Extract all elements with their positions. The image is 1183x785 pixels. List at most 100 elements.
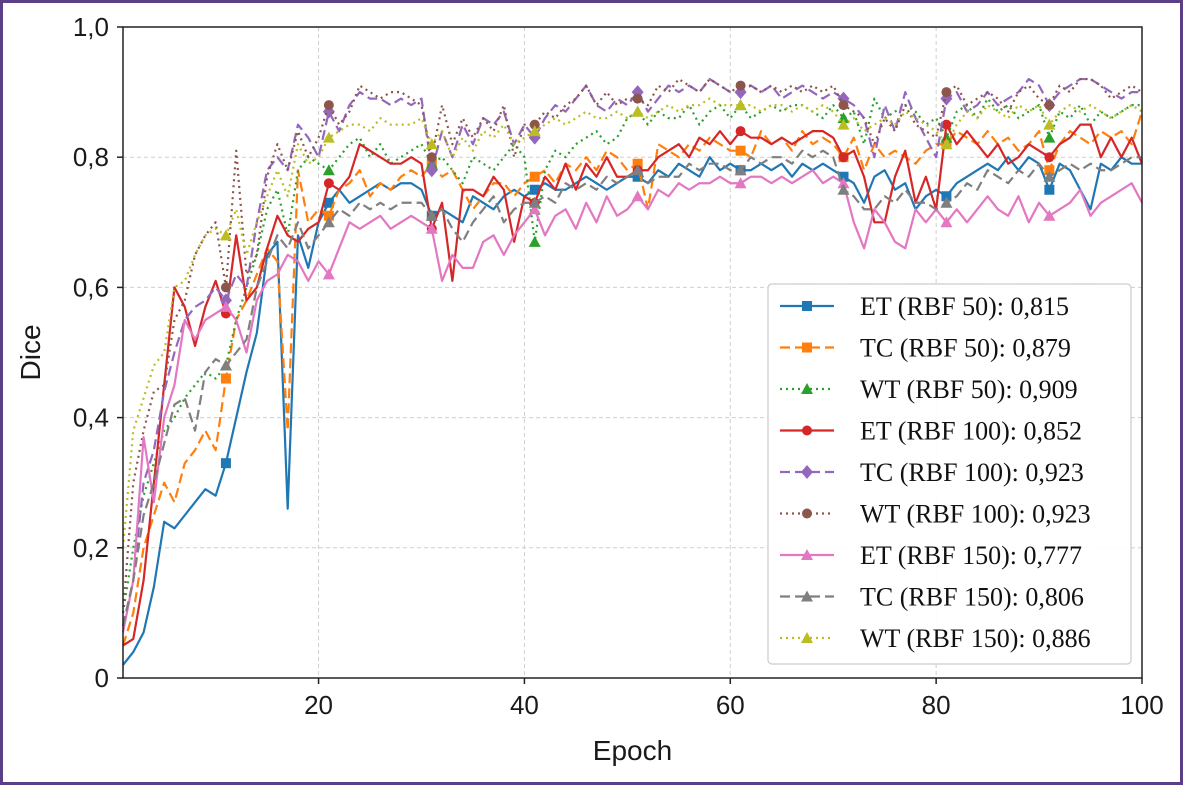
y-tick-label: 0 — [95, 663, 109, 693]
data-point-marker — [941, 191, 952, 202]
data-point-marker — [528, 235, 541, 247]
data-point-marker — [734, 164, 747, 176]
data-point-marker — [1043, 209, 1056, 221]
legend-label: TC (RBF 100): 0,923 — [860, 458, 1084, 487]
data-point-marker — [528, 203, 541, 215]
data-point-marker — [219, 300, 232, 312]
data-point-marker — [838, 171, 849, 182]
data-point-marker — [631, 164, 644, 176]
legend-marker — [802, 301, 812, 311]
legend-item: TC (RBF 50): 0,879 — [780, 334, 1071, 363]
data-point-marker — [426, 152, 437, 163]
data-point-marker — [1043, 170, 1056, 182]
data-point-marker — [734, 177, 747, 189]
series-5 — [121, 77, 1143, 613]
data-point-marker — [220, 282, 231, 293]
series-7 — [121, 149, 1142, 627]
legend-item: ET (RBF 100): 0,852 — [780, 417, 1082, 446]
data-point-marker — [1044, 152, 1055, 163]
series-line — [121, 149, 1142, 627]
legend-label: TC (RBF 50): 0,879 — [860, 334, 1071, 363]
data-point-marker — [323, 210, 334, 221]
data-point-marker — [1043, 131, 1056, 143]
series-6 — [121, 169, 1143, 633]
legend-label: WT (RBF 100): 0,923 — [860, 500, 1091, 529]
data-point-marker — [837, 177, 850, 189]
x-tick-label: 100 — [1120, 690, 1163, 720]
data-point-marker — [1043, 118, 1056, 130]
data-point-marker — [322, 131, 335, 143]
data-point-marker — [425, 138, 438, 150]
legend-label: WT (RBF 50): 0,909 — [860, 375, 1078, 404]
y-tick-label: 0,6 — [73, 272, 109, 302]
legend-label: WT (RBF 150): 0,886 — [860, 624, 1091, 653]
y-tick-label: 0,8 — [73, 142, 109, 172]
legend-marker — [801, 590, 813, 602]
data-point-marker — [323, 178, 334, 189]
series-line — [121, 169, 1143, 633]
data-point-marker — [219, 229, 232, 241]
data-point-marker — [1044, 165, 1055, 176]
legend-item: ET (RBF 150): 0,777 — [780, 541, 1082, 570]
dice-epoch-line-chart: 20 40 60 80 100 00,20,40,60,81,0 Epoch Dice … — [15, 12, 1164, 766]
x-tick-label: 80 — [922, 690, 951, 720]
legend-marker — [801, 632, 813, 643]
legend-label: TC (RBF 150): 0,806 — [860, 583, 1084, 612]
data-point-marker — [220, 458, 231, 469]
data-point-marker — [425, 163, 438, 178]
legend-item: WT (RBF 100): 0,923 — [780, 500, 1091, 529]
data-point-marker — [632, 93, 643, 104]
data-point-marker — [528, 196, 541, 208]
data-point-marker — [322, 216, 335, 228]
data-point-marker — [425, 209, 438, 221]
data-point-marker — [734, 99, 747, 111]
series-line — [121, 111, 1144, 646]
legend-item: ET (RBF 50): 0,815 — [780, 292, 1069, 321]
data-point-marker — [1044, 184, 1055, 195]
data-point-marker — [838, 100, 849, 111]
data-point-marker — [425, 222, 438, 234]
data-point-marker — [632, 171, 643, 182]
data-point-marker — [529, 171, 540, 182]
series-8 — [121, 97, 1143, 548]
x-axis-title: Epoch — [593, 735, 672, 766]
legend-box — [767, 283, 1132, 665]
x-tick-label: 20 — [304, 690, 333, 720]
data-point-marker — [632, 158, 643, 169]
data-point-marker — [528, 125, 541, 137]
data-point-marker — [322, 268, 335, 280]
legend-item: TC (RBF 100): 0,923 — [780, 458, 1084, 487]
data-point-marker — [941, 119, 952, 130]
data-point-marker — [631, 105, 644, 117]
data-point-marker — [940, 196, 953, 208]
data-point-marker — [220, 373, 231, 384]
x-tick-label: 40 — [510, 690, 539, 720]
data-point-marker — [529, 184, 540, 195]
legend-marker — [801, 549, 813, 560]
data-point-marker — [631, 190, 644, 202]
legend-item: TC (RBF 150): 0,806 — [780, 583, 1084, 612]
y-tick-label: 0,4 — [73, 403, 109, 433]
y-tick-label: 0,2 — [73, 533, 109, 563]
data-point-marker — [735, 126, 746, 137]
data-point-marker — [529, 119, 540, 130]
series-line — [121, 97, 1143, 548]
data-point-marker — [940, 216, 953, 228]
data-point-marker — [940, 138, 953, 150]
legend-marker — [801, 383, 813, 394]
legend-label: ET (RBF 50): 0,815 — [860, 292, 1069, 321]
legend-label: ET (RBF 150): 0,777 — [860, 541, 1082, 570]
legend-label: ET (RBF 100): 0,852 — [860, 417, 1082, 446]
data-point-marker — [219, 293, 232, 308]
legend-marker — [801, 465, 813, 479]
data-point-marker — [323, 197, 334, 208]
legend: ET (RBF 50): 0,815 TC (RBF 50): 0,879 WT (… — [767, 283, 1132, 665]
legend-marker — [802, 508, 812, 519]
series-line — [121, 77, 1143, 613]
data-point-marker — [941, 87, 952, 98]
y-axis-title: Dice — [15, 324, 46, 380]
series-layer — [121, 77, 1144, 666]
data-point-marker — [940, 131, 953, 143]
x-axis-ticks: 20 40 60 80 100 — [304, 678, 1164, 720]
